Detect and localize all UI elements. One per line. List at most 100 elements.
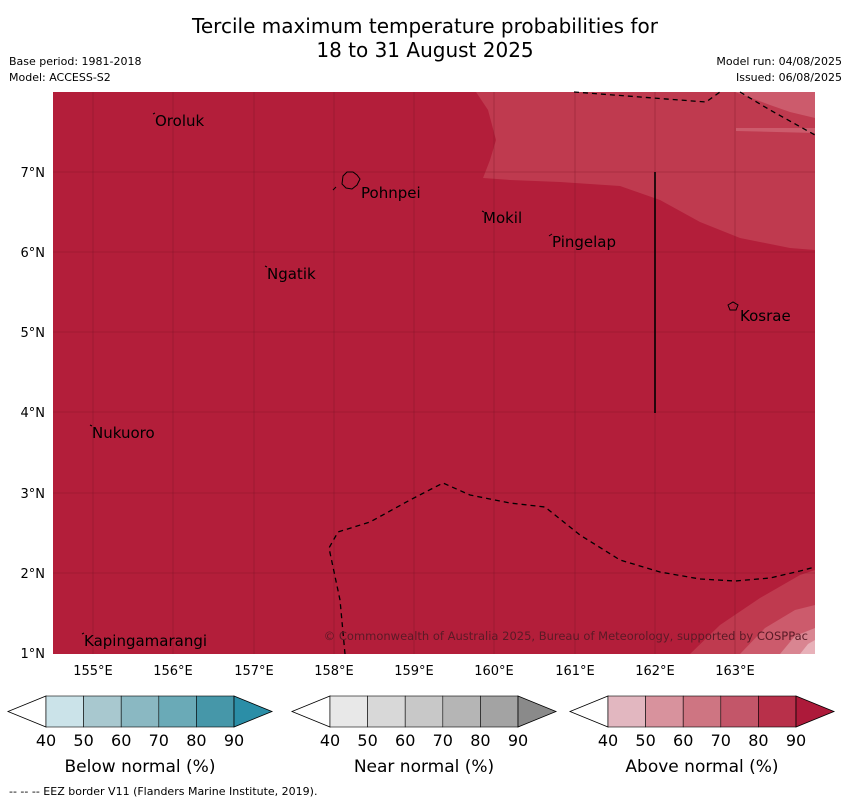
colorbar-above-segment <box>645 695 684 728</box>
lat-tick: 4°N <box>21 406 46 421</box>
label-kosrae: Kosrae <box>740 307 791 325</box>
pohnpei-island <box>341 171 361 190</box>
map-panel[interactable]: Oroluk Pohnpei Mokil Pingelap Ngatik Kos… <box>53 91 816 655</box>
colorbar-near-tick: 70 <box>433 731 453 750</box>
model-run: Model run: 04/08/2025 <box>716 55 842 68</box>
colorbar-near-segment <box>480 695 519 728</box>
eez-borders <box>328 91 816 655</box>
mokil-atoll <box>481 210 485 213</box>
colorbar-below-segment <box>45 695 84 728</box>
colorbar-above-lower-extension <box>568 695 609 728</box>
colorbar-near: 40 50 60 70 80 90 Near normal (%) <box>290 695 558 777</box>
colorbar-above-tick: 70 <box>711 731 731 750</box>
pingelap-atoll <box>548 233 553 237</box>
colorbar-below-segment <box>83 695 122 728</box>
probability-fill-light-top-2 <box>735 92 815 118</box>
label-pohnpei: Pohnpei <box>361 184 421 202</box>
lon-tick: 156°E <box>153 664 193 679</box>
colorbar-above-label: Above normal (%) <box>625 757 778 777</box>
colorbar-above-segment <box>682 695 722 728</box>
colorbar-near-tick: 60 <box>395 731 415 750</box>
colorbar-near-lower-extension <box>290 695 331 728</box>
colorbar-above-tick: 90 <box>786 731 806 750</box>
lon-tick: 160°E <box>474 664 514 679</box>
model-name: Model: ACCESS-S2 <box>9 71 111 84</box>
lon-axis: 155°E 156°E 157°E 158°E 159°E 160°E 161°… <box>73 664 755 679</box>
lon-tick: 158°E <box>314 664 354 679</box>
colorbar-below-tick: 90 <box>224 731 244 750</box>
lat-tick: 6°N <box>21 246 46 261</box>
colorbar-near-upper-extension <box>517 695 558 728</box>
colorbar-above-upper-extension <box>795 695 836 728</box>
colorbar-below: 40 50 60 70 80 90 Below normal (%) <box>6 695 274 777</box>
kosrae-island <box>727 301 739 311</box>
lon-tick: 162°E <box>635 664 675 679</box>
label-mokil: Mokil <box>483 209 522 227</box>
label-nukuoro: Nukuoro <box>92 424 155 442</box>
colorbar-below-segment <box>196 695 235 728</box>
lon-tick: 163°E <box>715 664 755 679</box>
lat-tick: 5°N <box>21 326 46 341</box>
kapingamarangi-atoll <box>81 632 85 635</box>
base-period: Base period: 1981-2018 <box>9 55 142 68</box>
colorbar-above-tick: 60 <box>673 731 693 750</box>
lat-axis: 7°N 6°N 5°N 4°N 3°N 2°N 1°N <box>21 166 46 662</box>
colorbar-near-tick: 80 <box>470 731 490 750</box>
colorbar-above-segment <box>720 695 759 728</box>
colorbar-above-tick: 50 <box>635 731 655 750</box>
colorbar-near-segment <box>404 695 444 728</box>
label-oroluk: Oroluk <box>155 112 204 130</box>
colorbar-near-segment <box>367 695 406 728</box>
lon-tick: 155°E <box>73 664 113 679</box>
eez-footnote: -- -- -- EEZ border V11 (Flanders Marine… <box>9 785 318 798</box>
colorbar-above-tick: 80 <box>748 731 768 750</box>
colorbar-below-label: Below normal (%) <box>65 757 216 777</box>
meta-right: Model run: 04/08/2025 Issued: 06/08/2025 <box>716 54 842 86</box>
colorbar-below-segment <box>158 695 197 728</box>
colorbar-above-tick: 40 <box>598 731 618 750</box>
colorbar-near-segment <box>442 695 481 728</box>
gridlines <box>53 92 815 654</box>
lat-tick: 2°N <box>21 567 46 582</box>
lat-tick: 3°N <box>21 487 46 502</box>
label-pingelap: Pingelap <box>552 233 616 251</box>
probability-streak <box>736 128 815 133</box>
colorbar-below-tick: 80 <box>186 731 206 750</box>
colorbar-below-tick: 40 <box>36 731 56 750</box>
title-line-1: Tercile maximum temperature probabilitie… <box>192 14 658 38</box>
lon-tick: 157°E <box>234 664 274 679</box>
colorbar-below-segment <box>120 695 160 728</box>
title-line-2: 18 to 31 August 2025 <box>316 38 534 62</box>
ngatik-atoll <box>264 265 268 268</box>
probability-fill-light-bottom-4 <box>800 640 815 654</box>
lon-tick: 159°E <box>394 664 434 679</box>
colorbar-near-tick: 50 <box>357 731 377 750</box>
colorbar-below-upper-extension <box>233 695 274 728</box>
colorbar-below-tick: 60 <box>111 731 131 750</box>
colorbar-above-segment <box>758 695 797 728</box>
label-kapingamarangi: Kapingamarangi <box>84 632 207 650</box>
nukuoro-atoll <box>89 424 93 427</box>
oroluk-atoll <box>152 112 156 115</box>
lat-tick: 7°N <box>21 166 46 181</box>
colorbar-near-segment <box>329 695 368 728</box>
colorbar-above-segment <box>607 695 646 728</box>
lon-tick: 161°E <box>555 664 595 679</box>
meta-left: Base period: 1981-2018 Model: ACCESS-S2 <box>9 54 141 86</box>
colorbar-below-tick: 70 <box>149 731 169 750</box>
chart-title: Tercile maximum temperature probabilitie… <box>0 14 850 62</box>
islands <box>81 112 739 635</box>
issued-date: Issued: 06/08/2025 <box>735 71 842 84</box>
colorbar-above: 40 50 60 70 80 90 Above normal (%) <box>568 695 836 777</box>
copyright-notice: © Commonwealth of Australia 2025, Bureau… <box>324 629 808 643</box>
colorbar-legends: 40 50 60 70 80 90 Below normal (%) 40 50 60 70 80 90… <box>6 695 836 777</box>
colorbar-near-tick: 40 <box>320 731 340 750</box>
colorbar-below-lower-extension <box>6 695 47 728</box>
probability-fill-light-top <box>476 92 815 250</box>
colorbar-near-tick: 90 <box>508 731 528 750</box>
eez-border-top-right <box>739 91 816 136</box>
colorbar-near-label: Near normal (%) <box>354 757 494 777</box>
ant-atoll <box>332 186 337 191</box>
label-ngatik: Ngatik <box>267 265 316 283</box>
